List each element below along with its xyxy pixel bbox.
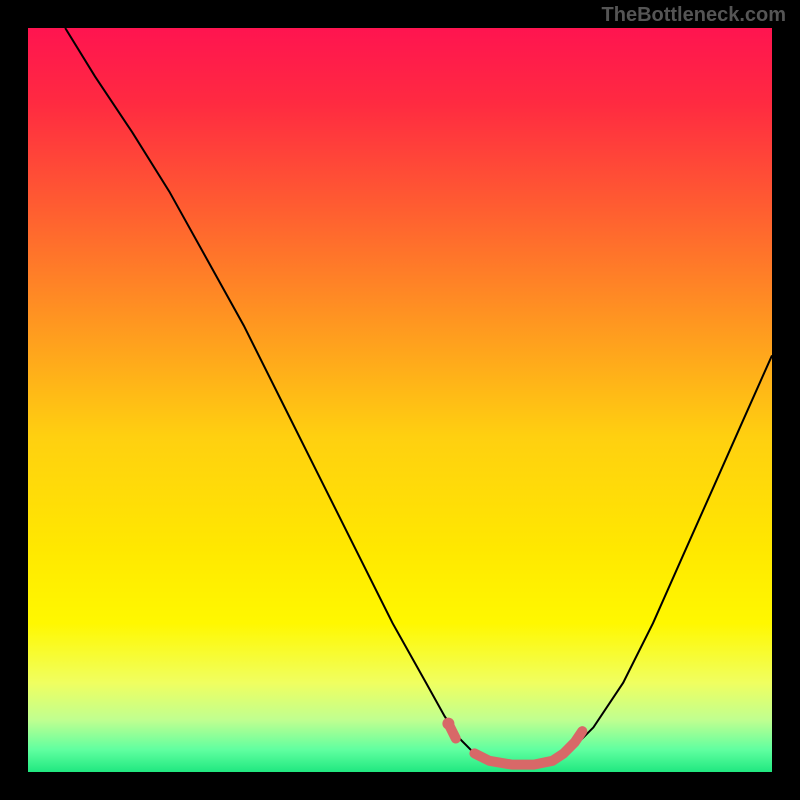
watermark-text: TheBottleneck.com bbox=[602, 4, 786, 27]
bottleneck-curve bbox=[65, 28, 772, 765]
chart-curve-layer bbox=[28, 28, 772, 772]
bottleneck-chart bbox=[28, 28, 772, 772]
